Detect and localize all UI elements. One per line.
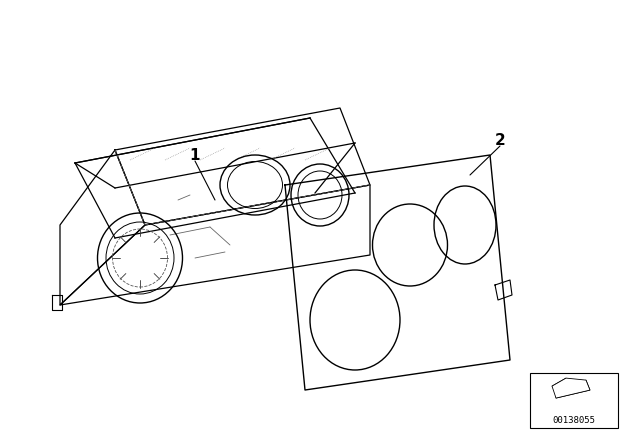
Text: 00138055: 00138055: [552, 415, 595, 425]
Bar: [530, 373, 618, 428]
Text: 1: 1: [189, 147, 200, 163]
Text: 2: 2: [495, 133, 506, 147]
Polygon shape: [552, 378, 590, 398]
Polygon shape: [552, 378, 590, 398]
